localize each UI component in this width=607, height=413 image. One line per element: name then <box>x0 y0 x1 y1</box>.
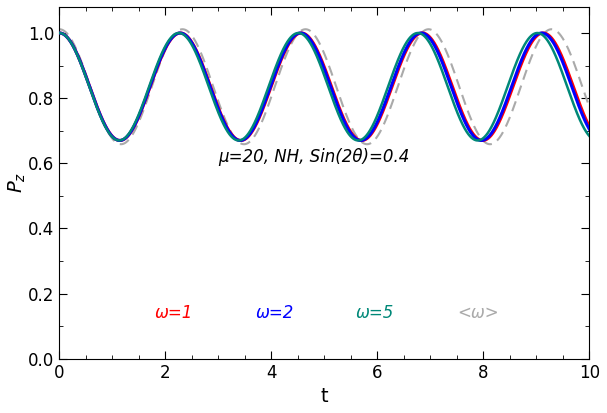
Text: ω=1: ω=1 <box>155 304 193 322</box>
X-axis label: t: t <box>320 387 328 406</box>
Text: μ=20, NH, Sin(2θ)=0.4: μ=20, NH, Sin(2θ)=0.4 <box>219 147 410 166</box>
Y-axis label: $P_z$: $P_z$ <box>7 172 29 193</box>
Text: ω=2: ω=2 <box>256 304 294 322</box>
Text: <ω>: <ω> <box>457 304 498 322</box>
Text: ω=5: ω=5 <box>356 304 395 322</box>
